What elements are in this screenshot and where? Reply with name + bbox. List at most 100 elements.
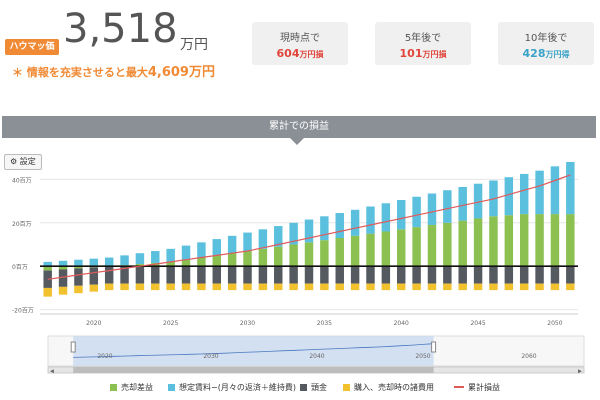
bar-down-payment <box>566 266 575 284</box>
bar-costs <box>335 283 344 291</box>
bar-sale-profit <box>258 248 268 267</box>
legend-item-sale-profit[interactable]: 売却差益 <box>110 382 153 393</box>
bar-costs <box>366 283 375 291</box>
improvement-note: ＊ 情報を充実させると最大4,609万円 <box>12 61 215 80</box>
bar-costs <box>381 283 391 291</box>
bar-down-payment <box>304 266 314 284</box>
bar-rent <box>443 190 452 223</box>
bar-costs <box>427 283 437 291</box>
cumulative-profit-chart: 40百万 20百万 0百万 -20百万 2020 2025 2030 2035 2040 2045… <box>12 162 585 375</box>
legend-swatch <box>300 384 307 391</box>
bar-sale-profit <box>504 215 514 267</box>
bar-costs <box>458 283 467 291</box>
bar-sale-profit <box>212 255 221 267</box>
bar-sale-profit <box>197 257 206 267</box>
bar-sale-profit <box>550 214 560 267</box>
bar-down-payment <box>104 266 114 284</box>
bar-costs <box>227 283 237 291</box>
legend-label: 累計損益 <box>468 383 500 392</box>
bar-sale-profit <box>427 224 437 267</box>
navigator-selection[interactable] <box>73 336 434 366</box>
bar-rent <box>89 258 99 267</box>
bar-down-payment <box>274 266 283 284</box>
bar-rent <box>566 162 575 215</box>
navigator-handle-right[interactable] <box>431 341 437 353</box>
bar-rent <box>181 245 191 260</box>
bar-sale-profit <box>489 216 498 267</box>
settings-label: 設定 <box>19 157 36 166</box>
bar-rent <box>335 213 344 238</box>
legend-label: 想定賃料−(月々の返済＋維持費) <box>179 383 296 392</box>
navigator-scrollbar-thumb[interactable] <box>73 367 434 373</box>
card-number: 428 <box>522 47 546 60</box>
bar-down-payment <box>135 266 145 284</box>
bar-rent <box>473 183 483 219</box>
bar-costs <box>320 283 329 291</box>
bar-costs <box>304 283 314 291</box>
bar-sale-profit <box>320 240 329 267</box>
legend-label: 売却差益 <box>121 383 153 392</box>
bar-costs <box>243 283 252 291</box>
bar-sale-profit <box>458 220 467 267</box>
chart-area: 累計での損益 ⚙ 設定 40百万 20百万 0百万 -20百万 2020 2025 2030… <box>0 116 600 400</box>
navigator-handle-left[interactable] <box>70 341 76 353</box>
bar-rent <box>289 222 298 245</box>
bar-down-payment <box>74 268 83 286</box>
bar-down-payment <box>473 266 483 284</box>
card-number: 604 <box>276 47 300 60</box>
bar-down-payment <box>519 266 529 284</box>
bar-costs <box>258 283 268 291</box>
x-tick-label: 2025 <box>163 320 178 327</box>
bar-down-payment <box>366 266 375 284</box>
bar-rent <box>427 193 437 225</box>
bar-sale-profit <box>381 231 391 267</box>
bar-rent <box>227 235 237 254</box>
bar-down-payment <box>243 266 252 284</box>
bar-sale-profit <box>181 259 191 267</box>
bar-costs <box>412 283 421 291</box>
bar-down-payment <box>258 266 268 284</box>
bar-sale-profit <box>166 261 175 267</box>
improvement-note-max: 4,609万円 <box>147 65 215 80</box>
bar-rent <box>550 166 560 215</box>
bar-sale-profit <box>566 214 575 267</box>
scroll-right-arrow[interactable]: ▶ <box>578 369 582 375</box>
legend-item-tax[interactable]: 頭金 <box>300 382 327 393</box>
card-now: 現時点で 604万円損 <box>252 22 348 65</box>
bar-costs <box>397 283 406 291</box>
bar-rent <box>366 206 375 234</box>
scroll-left-arrow[interactable]: ◀ <box>50 369 54 375</box>
bar-down-payment <box>550 266 560 284</box>
bar-rent <box>166 248 175 262</box>
bar-down-payment <box>197 266 206 284</box>
bar-down-payment <box>120 266 129 284</box>
bar-sale-profit <box>58 266 68 270</box>
bar-sale-profit <box>243 251 252 267</box>
bar-costs <box>120 283 129 291</box>
legend-item-costs[interactable]: 購入、売却時の諸費用 <box>343 382 434 393</box>
bar-rent <box>350 209 360 236</box>
bar-down-payment <box>227 266 237 284</box>
legend-item-rent[interactable]: 想定賃料−(月々の返済＋維持費) <box>168 382 296 393</box>
legend-swatch <box>110 384 117 391</box>
navigator-line <box>73 343 434 358</box>
bar-sale-profit <box>535 214 544 267</box>
settings-button[interactable]: ⚙ 設定 <box>4 154 42 170</box>
card-label: 10年後で <box>524 33 568 44</box>
bar-costs <box>151 283 160 291</box>
bar-costs <box>212 283 221 291</box>
legend-item-cumulative[interactable]: 累計損益 <box>454 382 500 393</box>
bar-costs <box>135 283 145 291</box>
bar-rent <box>258 229 268 249</box>
bar-sale-profit <box>397 229 406 267</box>
bar-down-payment <box>535 266 544 284</box>
bar-down-payment <box>489 266 498 284</box>
bar-down-payment <box>43 270 52 288</box>
bar-sale-profit <box>335 238 344 267</box>
card-value: 604万円損 <box>252 47 348 60</box>
card-5years: 5年後で 101万円損 <box>375 22 471 65</box>
bar-sale-profit <box>135 264 145 267</box>
y-tick-label: -20百万 <box>12 308 34 315</box>
legend-label: 頭金 <box>311 383 327 392</box>
bar-rent <box>212 239 221 256</box>
